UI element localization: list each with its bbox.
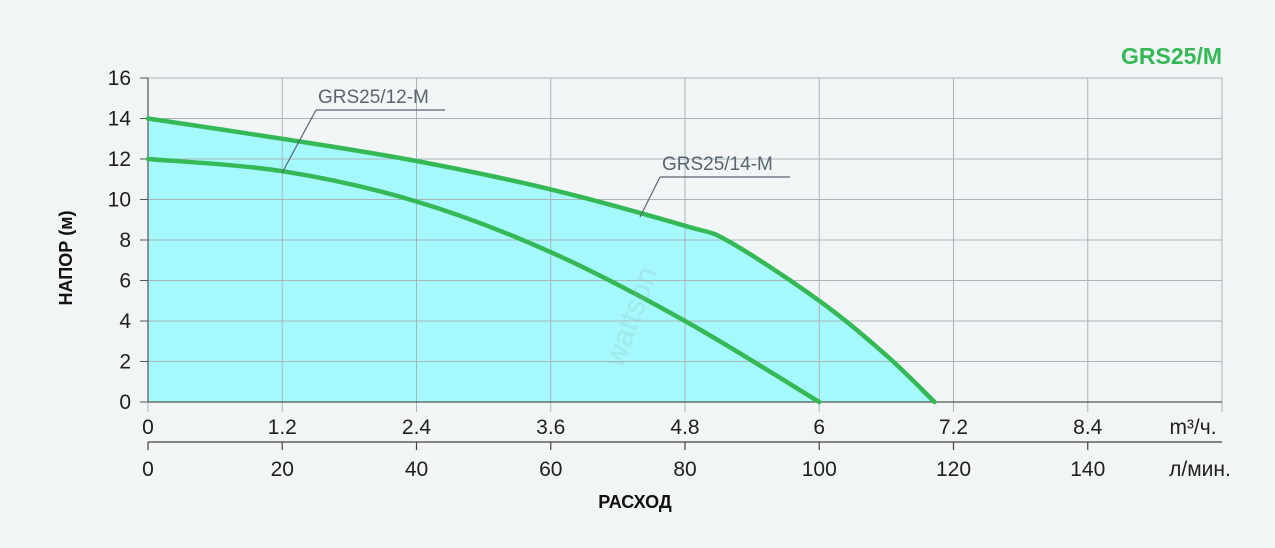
curves: [145, 116, 937, 405]
x-axis-title: РАСХОД: [598, 492, 672, 512]
y-tick-label-6: 6: [119, 270, 131, 293]
x-primary-unit: m³/ч.: [1169, 416, 1216, 439]
y-tick-label-14: 14: [108, 108, 132, 131]
area-under-curve: [148, 118, 935, 402]
x2-tick-label-5: 100: [802, 458, 837, 481]
x-tick-label-2: 2.4: [402, 416, 432, 439]
x2-tick-label-3: 60: [539, 458, 562, 481]
x2-tick-label-7: 140: [1070, 458, 1105, 481]
x-tick-label-7: 8.4: [1073, 416, 1103, 439]
curve-line-1: [145, 156, 822, 405]
y-tick-label-16: 16: [108, 67, 131, 90]
series-label-1: GRS25/12-M: [318, 87, 429, 108]
y-tick-label-12: 12: [108, 148, 131, 171]
x-tick-label-1: 1.2: [268, 416, 297, 439]
series-label-0: GRS25/14-M: [662, 154, 773, 175]
x-secondary-unit: л/мин.: [1169, 458, 1231, 481]
labels: 0 2 4 6 8 10 12 14 16 0 1.2 2.4 3.6 4.8 6 7.2 8.4 m³/ч. 0 2…: [56, 43, 1231, 512]
x2-tick-label-1: 20: [271, 458, 294, 481]
chart-title: GRS25/M: [1121, 43, 1222, 69]
x-tick-label-0: 0: [142, 416, 154, 439]
operating-area-fill: [148, 118, 935, 402]
x-tick-label-3: 3.6: [536, 416, 565, 439]
y-axis-title: НАПОР (м): [56, 210, 76, 305]
x-tick-label-4: 4.8: [670, 416, 699, 439]
x2-tick-label-4: 80: [673, 458, 696, 481]
x2-tick-label-2: 40: [405, 458, 428, 481]
leader-line-0: [639, 176, 661, 218]
y-tick-label-10: 10: [108, 189, 131, 212]
y-tick-label-0: 0: [119, 391, 131, 414]
x-tick-label-6: 7.2: [939, 416, 968, 439]
leader-line-1: [281, 109, 317, 174]
y-tick-label-8: 8: [119, 229, 131, 252]
x2-tick-label-0: 0: [142, 458, 154, 481]
x2-tick-label-6: 120: [936, 458, 971, 481]
x-tick-label-5: 6: [813, 416, 825, 439]
y-tick-label-2: 2: [119, 351, 131, 374]
curve-line-0: [145, 116, 937, 405]
y-tick-label-4: 4: [119, 310, 131, 333]
